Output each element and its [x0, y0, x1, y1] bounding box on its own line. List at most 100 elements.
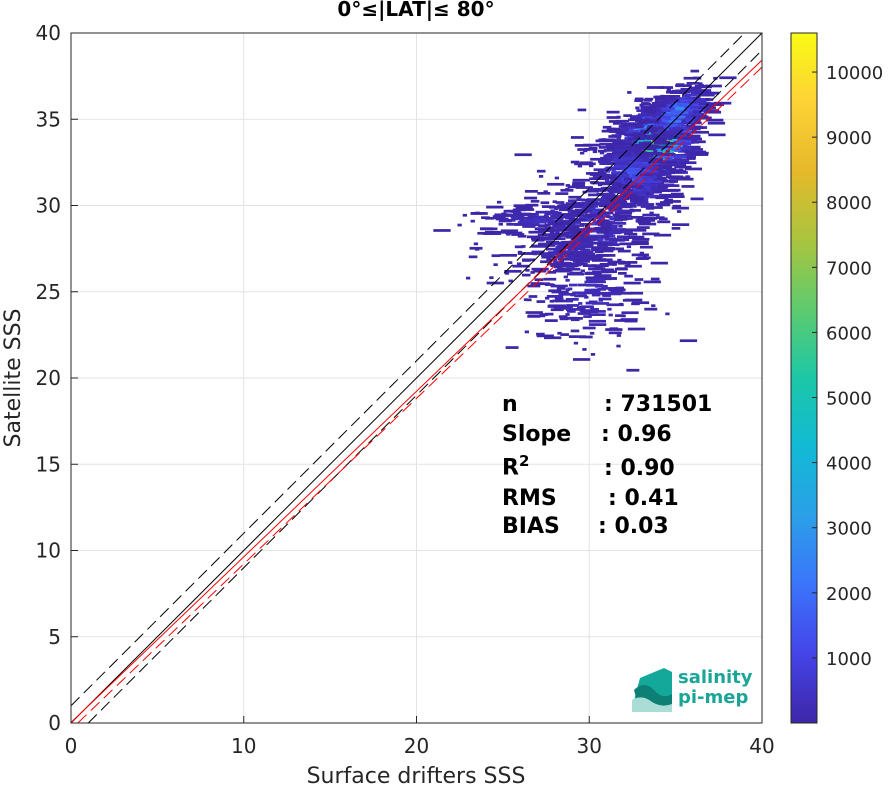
- heatmap-cell: [683, 155, 697, 159]
- heatmap-cell: [680, 113, 685, 116]
- heatmap-cell: [685, 111, 695, 115]
- heatmap-cell: [634, 99, 643, 103]
- heatmap-cell: [665, 175, 684, 179]
- heatmap-cell: [644, 307, 658, 311]
- heatmap-cell: [669, 155, 687, 159]
- heatmap-cell: [603, 270, 617, 273]
- heatmap-cell: [545, 252, 555, 256]
- heatmap-cell: [548, 289, 562, 293]
- heatmap-cell: [665, 150, 670, 153]
- heatmap-cell: [690, 197, 704, 201]
- heatmap-cell: [550, 284, 568, 288]
- heatmap-cell: [505, 231, 523, 235]
- heatmap-cell: [655, 145, 673, 149]
- heatmap-cell: [654, 122, 664, 126]
- heatmap-cell: [617, 155, 631, 158]
- heatmap-cell: [661, 117, 675, 121]
- heatmap-cell: [536, 332, 545, 336]
- heatmap-cell: [563, 254, 577, 258]
- heatmap-cell: [640, 154, 654, 158]
- heatmap-cell: [625, 298, 643, 302]
- heatmap-cell: [678, 132, 687, 136]
- heatmap-cell: [608, 215, 613, 219]
- heatmap-cell: [576, 306, 586, 310]
- heatmap-cell: [582, 248, 591, 252]
- heatmap-cell: [642, 232, 660, 236]
- heatmap-cell: [660, 143, 666, 147]
- heatmap-cell: [563, 222, 568, 226]
- heatmap-cell: [617, 134, 622, 138]
- heatmap-cell: [634, 151, 647, 155]
- stat-r2-label: R2: [502, 452, 530, 481]
- heatmap-cell: [577, 164, 583, 168]
- heatmap-cell: [560, 333, 569, 336]
- colorbar-tick-label: 2000: [826, 584, 872, 605]
- heatmap-cell: [570, 136, 584, 139]
- heatmap-cell: [544, 336, 562, 340]
- heatmap-cells: [433, 69, 737, 372]
- heatmap-cell: [650, 277, 660, 281]
- heatmap-cell: [655, 152, 669, 156]
- heatmap-cell: [636, 226, 650, 229]
- heatmap-cell: [491, 254, 501, 258]
- heatmap-cell: [690, 69, 700, 73]
- heatmap-cell: [579, 202, 589, 206]
- heatmap-cell: [633, 228, 647, 232]
- heatmap-cell: [544, 211, 562, 215]
- heatmap-cell: [571, 253, 590, 257]
- heatmap-cell: [594, 284, 608, 288]
- heatmap-cell: [474, 247, 480, 251]
- heatmap-cell: [692, 110, 702, 113]
- x-axis-label: Surface drifters SSS: [307, 764, 526, 786]
- heatmap-cell: [654, 167, 663, 171]
- heatmap-cell: [666, 146, 680, 149]
- heatmap-cell: [662, 134, 667, 138]
- heatmap-cell: [618, 272, 627, 275]
- heatmap-cell: [583, 233, 589, 237]
- logo-text-line1: salinity: [678, 667, 753, 688]
- heatmap-cell: [545, 247, 564, 251]
- heatmap-cell: [591, 209, 605, 213]
- heatmap-cell: [631, 168, 650, 172]
- heatmap-cell: [627, 147, 646, 151]
- heatmap-cell: [594, 202, 613, 206]
- heatmap-cell: [608, 190, 618, 194]
- heatmap-cell: [614, 319, 628, 322]
- heatmap-cell: [547, 305, 566, 308]
- heatmap-cell: [571, 245, 581, 249]
- heatmap-cell: [582, 348, 587, 351]
- heatmap-cell: [616, 334, 622, 337]
- heatmap-cell: [650, 118, 664, 122]
- heatmap-cell: [662, 97, 676, 100]
- heatmap-cell: [602, 125, 612, 129]
- heatmap-cell: [642, 115, 660, 119]
- heatmap-cell: [625, 150, 639, 154]
- heatmap-cell: [673, 142, 692, 146]
- heatmap-cell: [526, 218, 540, 221]
- heatmap-cell: [644, 136, 649, 140]
- heatmap-cell: [635, 200, 649, 204]
- heatmap-cell: [596, 230, 610, 234]
- heatmap-cell: [462, 213, 468, 217]
- heatmap-cell: [565, 298, 579, 301]
- heatmap-cell: [563, 275, 568, 279]
- heatmap-cell: [518, 212, 532, 216]
- heatmap-cell: [499, 253, 517, 257]
- heatmap-cell: [544, 312, 554, 316]
- heatmap-cell: [616, 137, 621, 141]
- heatmap-cell: [557, 254, 562, 258]
- y-tick-label: 35: [36, 107, 61, 131]
- stat-bias-value: : 0.03: [598, 514, 669, 539]
- heatmap-cell: [601, 195, 611, 199]
- heatmap-cell: [631, 116, 649, 120]
- heatmap-cell: [704, 84, 722, 88]
- heatmap-cell: [516, 262, 522, 266]
- heatmap-cell: [631, 253, 649, 257]
- heatmap-cell: [583, 315, 592, 318]
- heatmap-cell: [557, 252, 566, 256]
- heatmap-cell: [698, 126, 708, 129]
- heatmap-cell: [665, 99, 679, 103]
- heatmap-cell: [676, 177, 694, 181]
- heatmap-cell: [563, 207, 568, 211]
- heatmap-cell: [613, 238, 619, 241]
